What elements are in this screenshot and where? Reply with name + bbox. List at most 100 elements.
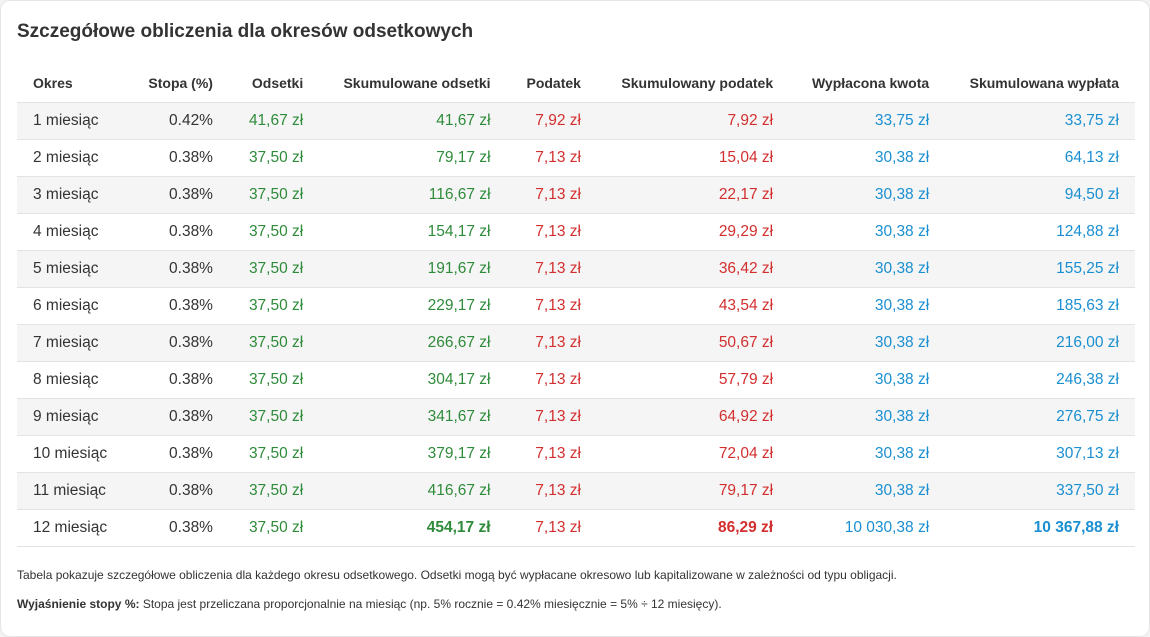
cell-period: 4 miesiąc (17, 213, 128, 251)
table-row: 8 miesiąc 0.38% 37,50 zł 304,17 zł 7,13 zł 57… (17, 361, 1135, 399)
cell-cumulative-tax: 7,92 zł (596, 102, 790, 140)
cell-rate: 0.42% (127, 102, 229, 140)
cell-cumulative-payout: 246,38 zł (945, 361, 1135, 399)
cell-cumulative-interest: 341,67 zł (319, 398, 507, 436)
cell-cumulative-payout: 216,00 zł (945, 324, 1135, 362)
cell-interest: 37,50 zł (228, 398, 320, 436)
cell-interest: 37,50 zł (228, 287, 320, 325)
cell-cumulative-payout: 64,13 zł (945, 139, 1135, 177)
cell-rate: 0.38% (127, 139, 229, 177)
cell-cumulative-tax: 64,92 zł (596, 398, 790, 436)
cell-rate: 0.38% (127, 361, 229, 399)
cell-period: 9 miesiąc (17, 398, 128, 436)
col-header-cumulative-payout: Skumulowana wypłata (945, 65, 1135, 103)
cell-cumulative-tax: 36,42 zł (596, 250, 790, 288)
cell-payout: 30,38 zł (789, 435, 946, 473)
table-row: 7 miesiąc 0.38% 37,50 zł 266,67 zł 7,13 zł 50… (17, 324, 1135, 362)
cell-cumulative-payout: 307,13 zł (945, 435, 1135, 473)
cell-payout: 30,38 zł (789, 176, 946, 214)
cell-payout: 30,38 zł (789, 250, 946, 288)
cell-period: 6 miesiąc (17, 287, 128, 325)
col-header-rate: Stopa (%) (127, 65, 229, 103)
cell-payout: 30,38 zł (789, 139, 946, 177)
cell-rate: 0.38% (127, 287, 229, 325)
col-header-interest: Odsetki (228, 65, 320, 103)
cell-rate: 0.38% (127, 324, 229, 362)
cell-tax: 7,13 zł (506, 139, 597, 177)
cell-interest: 37,50 zł (228, 509, 320, 547)
cell-tax: 7,13 zł (506, 213, 597, 251)
cell-period: 1 miesiąc (17, 102, 128, 140)
cell-interest: 41,67 zł (228, 102, 320, 140)
cell-tax: 7,13 zł (506, 250, 597, 288)
cell-interest: 37,50 zł (228, 472, 320, 510)
cell-cumulative-payout: 337,50 zł (945, 472, 1135, 510)
cell-cumulative-tax: 50,67 zł (596, 324, 790, 362)
table-row: 11 miesiąc 0.38% 37,50 zł 416,67 zł 7,13 zł 7… (17, 472, 1135, 510)
cell-cumulative-tax: 57,79 zł (596, 361, 790, 399)
cell-rate: 0.38% (127, 213, 229, 251)
cell-rate: 0.38% (127, 472, 229, 510)
col-header-tax: Podatek (506, 65, 597, 103)
cell-tax: 7,13 zł (506, 287, 597, 325)
cell-payout: 30,38 zł (789, 398, 946, 436)
cell-tax: 7,92 zł (506, 102, 597, 140)
cell-cumulative-tax: 72,04 zł (596, 435, 790, 473)
col-header-payout: Wypłacona kwota (789, 65, 946, 103)
cell-period: 10 miesiąc (17, 435, 128, 473)
cell-tax: 7,13 zł (506, 472, 597, 510)
cell-payout: 30,38 zł (789, 213, 946, 251)
cell-interest: 37,50 zł (228, 176, 320, 214)
table-header-row: Okres Stopa (%) Odsetki Skumulowane odse… (17, 65, 1135, 103)
table-row: 6 miesiąc 0.38% 37,50 zł 229,17 zł 7,13 zł 43… (17, 287, 1135, 325)
col-header-period: Okres (17, 65, 128, 103)
cell-cumulative-interest: 379,17 zł (319, 435, 507, 473)
table-row: 3 miesiąc 0.38% 37,50 zł 116,67 zł 7,13 zł 22… (17, 176, 1135, 214)
cell-interest: 37,50 zł (228, 435, 320, 473)
cell-cumulative-interest: 454,17 zł (319, 509, 507, 547)
cell-cumulative-tax: 79,17 zł (596, 472, 790, 510)
cell-period: 2 miesiąc (17, 139, 128, 177)
interest-periods-table: Okres Stopa (%) Odsetki Skumulowane odse… (17, 65, 1135, 547)
cell-interest: 37,50 zł (228, 250, 320, 288)
cell-cumulative-interest: 116,67 zł (319, 176, 507, 214)
cell-cumulative-payout: 94,50 zł (945, 176, 1135, 214)
cell-payout: 10 030,38 zł (789, 509, 946, 547)
cell-payout: 30,38 zł (789, 324, 946, 362)
cell-period: 7 miesiąc (17, 324, 128, 362)
cell-rate: 0.38% (127, 435, 229, 473)
cell-cumulative-payout: 33,75 zł (945, 102, 1135, 140)
cell-tax: 7,13 zł (506, 361, 597, 399)
table-row: 4 miesiąc 0.38% 37,50 zł 154,17 zł 7,13 zł 29… (17, 213, 1135, 251)
cell-cumulative-tax: 15,04 zł (596, 139, 790, 177)
cell-payout: 30,38 zł (789, 361, 946, 399)
cell-rate: 0.38% (127, 250, 229, 288)
cell-cumulative-interest: 154,17 zł (319, 213, 507, 251)
cell-period: 8 miesiąc (17, 361, 128, 399)
table-row: 9 miesiąc 0.38% 37,50 zł 341,67 zł 7,13 zł 64… (17, 398, 1135, 436)
cell-rate: 0.38% (127, 509, 229, 547)
table-row: 10 miesiąc 0.38% 37,50 zł 379,17 zł 7,13 zł 7… (17, 435, 1135, 473)
cell-cumulative-payout: 155,25 zł (945, 250, 1135, 288)
cell-payout: 30,38 zł (789, 287, 946, 325)
cell-period: 12 miesiąc (17, 509, 128, 547)
cell-cumulative-tax: 29,29 zł (596, 213, 790, 251)
cell-rate: 0.38% (127, 176, 229, 214)
cell-cumulative-interest: 41,67 zł (319, 102, 507, 140)
cell-cumulative-interest: 304,17 zł (319, 361, 507, 399)
cell-cumulative-interest: 416,67 zł (319, 472, 507, 510)
cell-cumulative-tax: 22,17 zł (596, 176, 790, 214)
cell-tax: 7,13 zł (506, 176, 597, 214)
cell-cumulative-payout: 10 367,88 zł (945, 509, 1135, 547)
page-title: Szczegółowe obliczenia dla okresów odset… (17, 21, 474, 42)
table-row: 1 miesiąc 0.42% 41,67 zł 41,67 zł 7,92 zł 7,9… (17, 102, 1135, 140)
table-row: 12 miesiąc 0.38% 37,50 zł 454,17 zł 7,13 zł 8… (17, 509, 1135, 547)
cell-cumulative-payout: 276,75 zł (945, 398, 1135, 436)
cell-period: 11 miesiąc (17, 472, 128, 510)
cell-cumulative-interest: 229,17 zł (319, 287, 507, 325)
cell-period: 5 miesiąc (17, 250, 128, 288)
rate-explanation: Wyjaśnienie stopy %: Stopa jest przelicz… (17, 597, 722, 611)
table-row: 5 miesiąc 0.38% 37,50 zł 191,67 zł 7,13 zł 36… (17, 250, 1135, 288)
cell-tax: 7,13 zł (506, 509, 597, 547)
